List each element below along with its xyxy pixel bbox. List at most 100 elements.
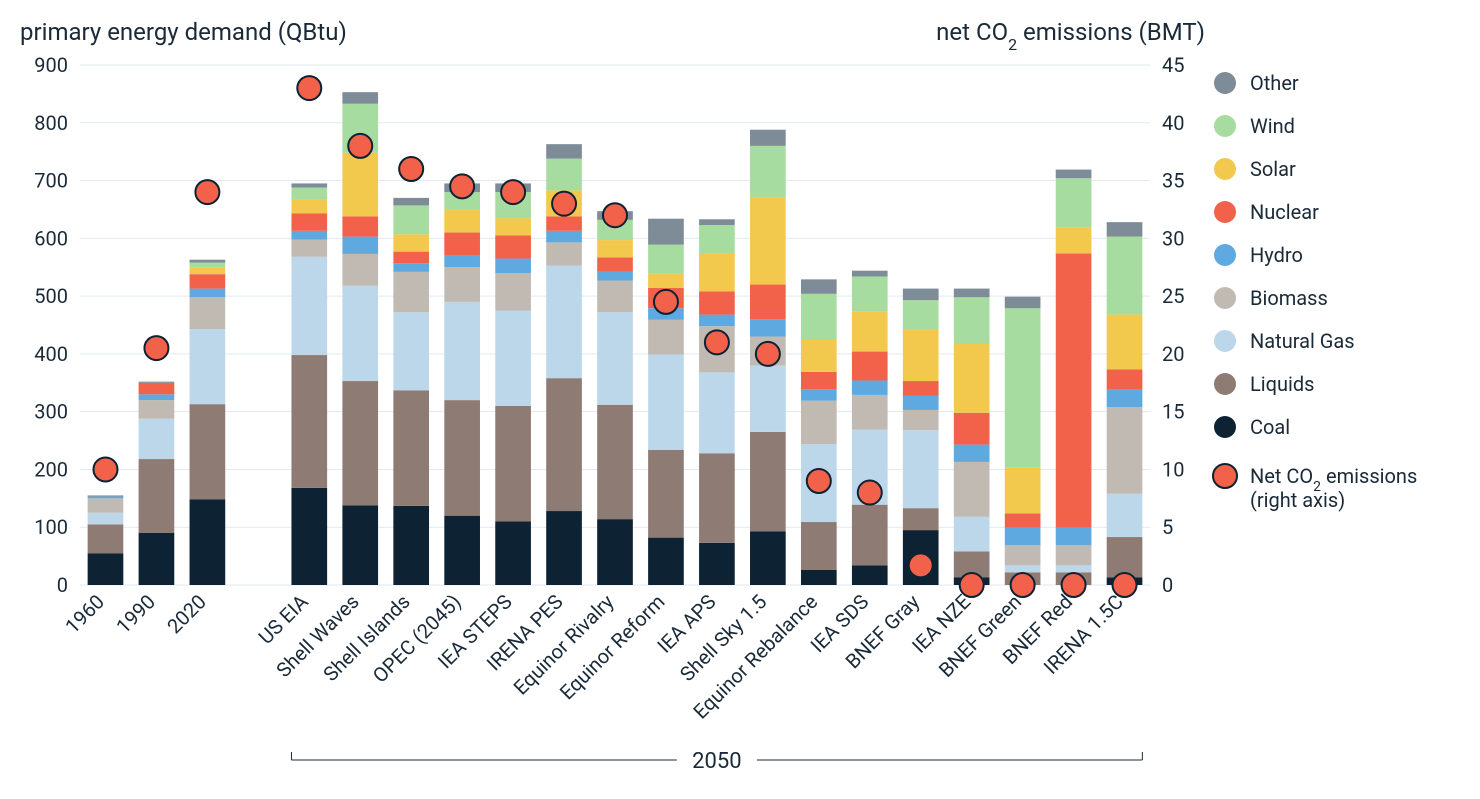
co2-marker <box>1062 573 1086 597</box>
bar-segment-liquids <box>852 505 888 566</box>
bar-segment-nuclear <box>190 274 226 288</box>
bar-segment-gas <box>597 312 633 404</box>
bar-segment-biomass <box>342 254 378 286</box>
co2-marker <box>960 573 984 597</box>
bar-segment-gas <box>190 329 226 404</box>
bar-segment-hydro <box>342 237 378 254</box>
legend-label-wind: Wind <box>1250 114 1295 138</box>
y-right-tick: 15 <box>1162 400 1184 424</box>
bar-segment-nuclear <box>699 291 735 314</box>
bar-segment-coal <box>699 543 735 585</box>
bar-segment-solar <box>852 311 888 351</box>
bar-segment-liquids <box>546 378 582 511</box>
bar-segment-wind <box>1005 308 1041 467</box>
bar-segment-liquids <box>291 355 327 488</box>
legend-swatch-solar <box>1214 158 1236 180</box>
y-left-tick: 600 <box>34 226 68 250</box>
bar-segment-solar <box>801 340 837 372</box>
bar-segment-wind <box>699 225 735 254</box>
bar-segment-liquids <box>444 400 480 516</box>
bar-segment-wind <box>1056 178 1092 227</box>
bar-segment-liquids <box>1107 537 1143 577</box>
legend-label-solar: Solar <box>1250 157 1296 181</box>
bar-segment-hydro <box>1005 528 1041 545</box>
bar-segment-gas <box>139 419 175 459</box>
group-label: 2050 <box>692 749 741 774</box>
bar-segment-gas <box>699 372 735 453</box>
bar-segment-nuclear <box>546 216 582 230</box>
bar-segment-liquids <box>699 453 735 543</box>
legend-swatch-other <box>1214 72 1236 94</box>
bar-segment-coal <box>852 565 888 585</box>
bar-segment-biomass <box>139 400 175 418</box>
bar-segment-coal <box>648 538 684 585</box>
bar-segment-coal <box>291 488 327 585</box>
y-right-tick: 45 <box>1162 53 1184 77</box>
bar-segment-gas <box>750 365 786 431</box>
bar-segment-other <box>699 219 735 225</box>
bar-segment-hydro <box>393 263 429 272</box>
bar-segment-liquids <box>597 405 633 519</box>
bar-segment-nuclear <box>342 216 378 236</box>
bar-segment-wind <box>903 300 939 329</box>
bar-segment-other <box>1107 222 1143 236</box>
bar-segment-solar <box>291 199 327 213</box>
bar-segment-liquids <box>342 381 378 505</box>
bar-segment-wind <box>648 245 684 274</box>
bar-segment-biomass <box>1107 407 1143 494</box>
bar-segment-hydro <box>1056 528 1092 545</box>
bar-segment-solar <box>597 240 633 257</box>
bar-segment-biomass <box>190 297 226 329</box>
bar-segment-other <box>750 130 786 146</box>
bar-segment-solar <box>444 209 480 232</box>
bar-segment-wind <box>801 294 837 340</box>
legend-label-co2: Net CO2 emissions(right axis) <box>1250 464 1417 512</box>
axis-title-right: net CO2 emissions (BMT) <box>936 18 1205 54</box>
co2-marker <box>756 342 780 366</box>
bar-segment-solar <box>1005 467 1041 513</box>
co2-marker <box>1011 573 1035 597</box>
bar-segment-biomass <box>495 273 531 311</box>
bar-segment-coal <box>597 519 633 585</box>
legend-swatch-liquids <box>1214 373 1236 395</box>
bar-segment-hydro <box>801 389 837 401</box>
bar-segment-other <box>291 183 327 187</box>
bar-segment-coal <box>190 499 226 585</box>
x-axis-label: 2020 <box>162 590 211 639</box>
bar-segment-wind <box>750 146 786 198</box>
bar-segment-gas <box>1005 565 1041 572</box>
bar-segment-coal <box>393 506 429 585</box>
bar-segment-biomass <box>291 239 327 256</box>
bar-segment-gas <box>648 354 684 449</box>
y-right-tick: 35 <box>1162 169 1184 193</box>
bar-segment-liquids <box>393 390 429 506</box>
y-left-tick: 500 <box>34 284 68 308</box>
bar-segment-nuclear <box>954 413 990 445</box>
co2-marker <box>195 180 219 204</box>
bar-segment-gas <box>546 265 582 378</box>
bar-segment-hydro <box>597 272 633 281</box>
bar-segment-nuclear <box>903 381 939 395</box>
bar-segment-biomass <box>648 320 684 355</box>
y-right-tick: 5 <box>1162 515 1173 539</box>
bar-segment-solar <box>190 267 226 274</box>
y-left-tick: 300 <box>34 400 68 424</box>
legend-swatch-co2 <box>1213 464 1237 488</box>
bar-segment-coal <box>342 505 378 585</box>
y-right-tick: 0 <box>1162 573 1173 597</box>
bar-segment-nuclear <box>1056 253 1092 527</box>
co2-marker <box>858 481 882 505</box>
bar-segment-solar <box>750 198 786 285</box>
bar-segment-other <box>393 198 429 206</box>
bar-segment-other <box>1056 170 1092 179</box>
bar-segment-solar <box>1107 315 1143 370</box>
bar-segment-biomass <box>801 401 837 444</box>
y-left-tick: 900 <box>34 53 68 77</box>
co2-marker <box>450 174 474 198</box>
bar-segment-other <box>546 144 582 158</box>
y-right-tick: 20 <box>1162 342 1184 366</box>
bar-segment-biomass <box>954 462 990 517</box>
bar-segment-liquids <box>139 459 175 533</box>
bar-segment-wind <box>852 276 888 311</box>
bar-segment-gas <box>291 257 327 355</box>
